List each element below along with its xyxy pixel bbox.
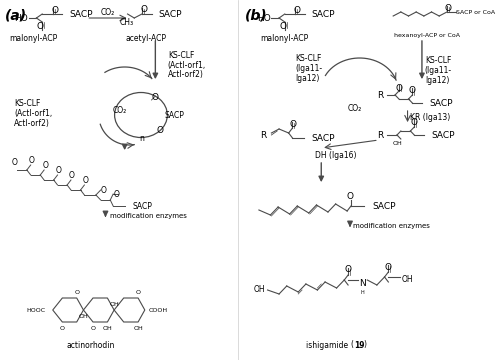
Text: OH: OH [392,140,402,145]
Text: CH₃: CH₃ [120,18,134,27]
Text: SACP: SACP [372,202,396,211]
Text: O: O [28,156,34,165]
Text: SACP: SACP [158,9,182,18]
Text: HOOC: HOOC [26,307,45,312]
Text: Iga12): Iga12) [425,76,449,85]
Text: O: O [411,117,418,126]
Text: KS-CLF: KS-CLF [425,55,451,64]
Text: ActI-orf2): ActI-orf2) [168,69,203,78]
Text: SACP: SACP [69,9,92,18]
Text: R: R [260,131,267,140]
Text: 19: 19 [354,341,364,350]
Text: O: O [294,5,301,14]
Text: n: n [140,134,144,143]
Text: (Iga11-: (Iga11- [425,66,452,75]
Text: SACP: SACP [132,202,152,211]
Text: OH: OH [402,275,413,284]
Text: O: O [152,93,159,102]
Text: HO: HO [257,14,270,23]
Text: (ActI-orf1,: (ActI-orf1, [14,108,52,117]
Text: O: O [136,289,140,294]
Text: O: O [156,126,164,135]
Text: O: O [409,86,416,95]
Text: HO: HO [14,14,28,23]
Text: SACP: SACP [312,134,335,143]
Text: O: O [280,22,286,31]
Text: O: O [37,22,44,31]
Text: actinorhodin: actinorhodin [67,341,116,350]
Text: CO₂: CO₂ [112,105,127,114]
Text: acetyl-ACP: acetyl-ACP [126,33,166,42]
Text: SACP: SACP [432,131,455,140]
Text: CO₂: CO₂ [100,8,114,17]
Text: ActI-orf2): ActI-orf2) [14,118,51,127]
Text: modification enzymes: modification enzymes [110,213,187,219]
Text: O: O [90,325,96,330]
Text: KS-CLF: KS-CLF [14,99,41,108]
Text: KR (Iga13): KR (Iga13) [410,112,451,122]
Text: SACP: SACP [312,9,335,18]
Text: (Iga11-: (Iga11- [296,63,322,72]
Text: R: R [378,131,384,140]
Text: (: ( [350,341,353,350]
Text: O: O [12,158,18,167]
Text: SACP: SACP [165,111,185,120]
Text: H: H [360,289,364,294]
Text: COOH: COOH [148,307,168,312]
Text: O: O [74,289,79,294]
Text: O: O [51,5,58,14]
Text: O: O [346,192,354,201]
Text: OH: OH [78,314,88,319]
Text: O: O [344,266,352,275]
Text: O: O [114,190,120,199]
Text: malonyl-ACP: malonyl-ACP [260,33,309,42]
Text: SACP: SACP [430,99,453,108]
Text: O: O [396,84,402,93]
Text: CO₂: CO₂ [348,104,362,112]
Text: OH: OH [102,325,113,330]
Text: O: O [444,4,452,13]
Text: OH: OH [254,285,266,294]
Text: SACP or CoA: SACP or CoA [456,9,496,14]
Text: ishigamide: ishigamide [306,341,350,350]
Text: KS-CLF: KS-CLF [296,54,322,63]
Text: O: O [60,325,65,330]
Text: OH: OH [133,325,143,330]
Text: (b): (b) [244,8,267,22]
Text: malonyl-ACP: malonyl-ACP [10,33,58,42]
Text: O: O [385,264,392,273]
Text: (ActI-orf1,: (ActI-orf1, [168,60,206,69]
Text: O: O [290,120,297,129]
Text: N: N [359,279,366,288]
Text: O: O [69,171,75,180]
Text: O: O [140,5,147,14]
Text: modification enzymes: modification enzymes [353,223,430,229]
Text: Iga12): Iga12) [296,73,320,82]
Text: O: O [42,161,48,170]
Text: O: O [56,166,62,175]
Text: ): ) [364,341,366,350]
Text: O: O [100,186,106,195]
Text: DH (Iga16): DH (Iga16) [315,150,356,159]
Text: (a): (a) [5,8,27,22]
Text: O: O [82,176,88,185]
Text: hexanoyl-ACP or CoA: hexanoyl-ACP or CoA [394,32,460,37]
Text: KS-CLF: KS-CLF [168,50,194,59]
Text: OH: OH [109,302,119,306]
Text: R: R [378,90,384,99]
